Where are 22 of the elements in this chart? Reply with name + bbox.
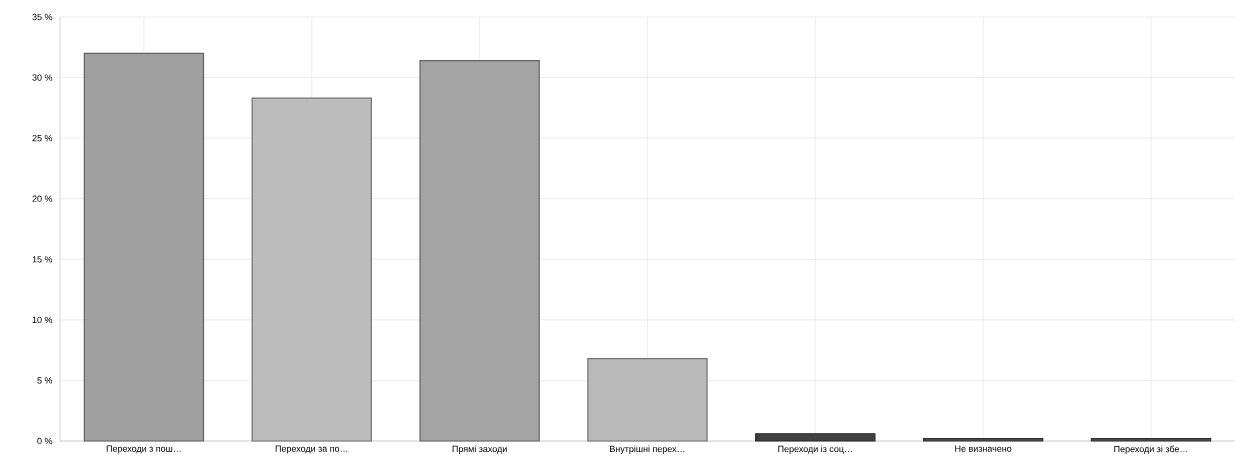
x-tick-label: Не визначено <box>955 445 1012 452</box>
bar <box>922 437 1044 442</box>
bar <box>587 358 708 442</box>
y-tick-label: 25 % <box>32 134 53 142</box>
x-tick-label: Внутрішні перех… <box>610 445 685 454</box>
y-tick-label: 30 % <box>32 74 53 81</box>
y-tick-label: 15 % <box>32 256 53 263</box>
y-tick-label: 5 % <box>37 377 53 384</box>
x-tick-label: Переходи за по… <box>275 445 348 454</box>
y-tick-label: 0 % <box>37 437 53 445</box>
x-tick-label: Переходи зі збе… <box>1114 445 1188 454</box>
y-tick-label: 10 % <box>32 316 53 324</box>
x-tick-label: Переходи із соц… <box>778 445 852 454</box>
y-tick-label: 20 % <box>32 195 53 202</box>
bar <box>755 433 876 442</box>
x-tick-label: Прямі заходи <box>452 445 507 454</box>
bar <box>419 60 540 442</box>
bar <box>251 97 372 442</box>
bar <box>83 52 205 442</box>
y-tick-label: 35 % <box>32 13 53 21</box>
bar <box>1090 437 1212 442</box>
x-tick-label: Переходи з пош… <box>106 445 181 454</box>
